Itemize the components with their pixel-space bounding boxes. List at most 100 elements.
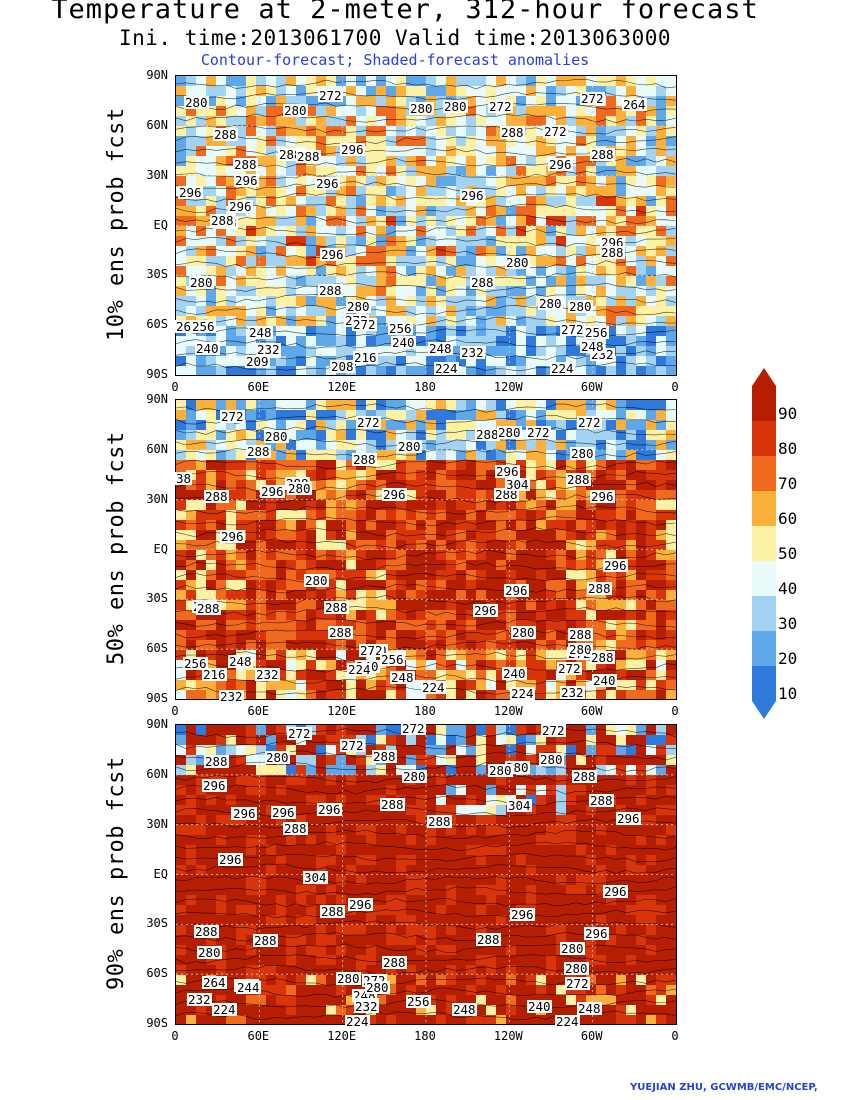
- contour-label: 280: [189, 275, 214, 290]
- contour-label: 256: [584, 325, 609, 340]
- contour-label: 248: [580, 339, 605, 354]
- contour-label: 240: [592, 673, 617, 688]
- colorbar-min-arrow: [752, 701, 776, 719]
- contour-label: 240: [527, 999, 552, 1014]
- lat-tick-label: 90S: [146, 367, 168, 381]
- contour-label: 224: [510, 686, 535, 701]
- lat-tick-label: 30N: [146, 167, 168, 182]
- lon-tick-label: 60E: [247, 380, 270, 394]
- colorbar-segment: [752, 526, 776, 561]
- contour-label: 272: [352, 317, 377, 332]
- lat-tick-label: 90N: [146, 68, 168, 82]
- credit-text: YUEJIAN ZHU, GCWMB/EMC/NCEP,: [630, 1082, 818, 1093]
- contour-label: 296: [460, 188, 485, 203]
- colorbar-segment: [752, 491, 776, 526]
- lon-tick-label: 60E: [247, 704, 270, 718]
- colorbar-max-arrow: [752, 368, 776, 386]
- contour-label: 280: [265, 750, 290, 765]
- contour-label: 272: [356, 415, 381, 430]
- contour-label: 280: [365, 980, 390, 995]
- lon-tick-label: 60W: [580, 380, 603, 394]
- contour-label: 272: [557, 661, 582, 676]
- contour-label: 264: [202, 975, 227, 990]
- contour-label: 209: [245, 354, 270, 369]
- contour-label: 280: [568, 642, 593, 657]
- lon-tick-label: 120W: [493, 704, 523, 718]
- contour-label: 280: [397, 439, 422, 454]
- contour-label: 232: [354, 999, 379, 1014]
- contour-label: 288: [380, 797, 405, 812]
- lat-tick-label: 60N: [146, 117, 168, 132]
- contour-label: 280: [570, 446, 595, 461]
- contour-label: 240: [195, 341, 220, 356]
- contour-label: 288: [590, 650, 615, 665]
- lat-tick-label: EQ: [153, 541, 168, 556]
- contour-label: 272: [220, 409, 245, 424]
- colorbar-tick-label: 10: [778, 684, 798, 703]
- contour-label: 232: [256, 342, 281, 357]
- contour-label: 280: [568, 299, 593, 314]
- colorbar-tick-label: 20: [778, 649, 798, 668]
- colorbar: [752, 368, 776, 719]
- contour-label: 296: [271, 805, 296, 820]
- contour-label: 280: [402, 769, 427, 784]
- colorbar-segment: [752, 631, 776, 666]
- contour-label: 280: [283, 103, 308, 118]
- lat-tick-label: 90S: [146, 691, 168, 705]
- contour-label: 224: [434, 361, 459, 376]
- contour-label: 248: [577, 1001, 602, 1016]
- contour-label: 272: [541, 723, 566, 738]
- contour-label: 288: [194, 924, 219, 939]
- contour-label: 232: [460, 345, 485, 360]
- lat-tick-label: 60N: [146, 441, 168, 456]
- contour-label: 288: [568, 627, 593, 642]
- contour-label: 296: [590, 489, 615, 504]
- anomaly-shading: [176, 76, 676, 375]
- contour-label: 296: [232, 806, 257, 821]
- lat-tick-label: 30S: [146, 267, 168, 282]
- contour-label: 288: [253, 933, 278, 948]
- contour-label: 296: [600, 235, 625, 250]
- lon-tick-label: 180: [414, 704, 436, 718]
- contour-label: 288: [210, 213, 235, 228]
- contour-label: 280: [287, 481, 312, 496]
- lon-tick-label: 0: [171, 704, 179, 718]
- lon-tick-label: 120E: [327, 380, 357, 394]
- contour-label: 256: [183, 656, 208, 671]
- figure-title: Temperature at 2-meter, 312-hour forecas…: [51, 0, 759, 25]
- contour-label: 288: [320, 904, 345, 919]
- contour-label: 280: [539, 752, 564, 767]
- contour-label: 296: [495, 464, 520, 479]
- contour-label: 296: [234, 173, 259, 188]
- contour-label: 248: [390, 670, 415, 685]
- contour-label: 280: [346, 299, 371, 314]
- figure-subtitle: Ini. time:2013061700 Valid time:20130630…: [118, 26, 671, 50]
- lat-tick-label: 30S: [146, 916, 168, 931]
- contour-label: 288: [572, 769, 597, 784]
- contour-label: 296: [473, 603, 498, 618]
- contour-label: 248: [248, 325, 273, 340]
- colorbar-segment: [752, 386, 776, 421]
- contour-label: 288: [324, 600, 349, 615]
- lat-tick-label: EQ: [153, 217, 168, 232]
- contour-label: 280: [443, 99, 468, 114]
- contour-label: 288: [476, 932, 501, 947]
- contour-label: 296: [260, 484, 285, 499]
- contour-label: 288: [204, 754, 229, 769]
- contour-label: 216: [353, 350, 378, 365]
- contour-label: 272: [359, 643, 384, 658]
- colorbar-segment: [752, 456, 776, 491]
- contour-label: 288: [213, 127, 238, 142]
- contour-label: 216: [202, 667, 227, 682]
- contour-label: 304: [303, 870, 328, 885]
- lat-tick-label: 60S: [146, 966, 168, 981]
- contour-label: 272: [318, 88, 343, 103]
- contour-label: 280: [184, 95, 209, 110]
- contour-label: 288: [566, 472, 591, 487]
- colorbar-segment: [752, 596, 776, 631]
- contour-label: 288: [382, 955, 407, 970]
- contour-label: 272: [560, 322, 585, 337]
- contour-label: 224: [347, 662, 372, 677]
- lon-tick-label: 60W: [580, 1029, 603, 1043]
- contour-label: 296: [504, 583, 529, 598]
